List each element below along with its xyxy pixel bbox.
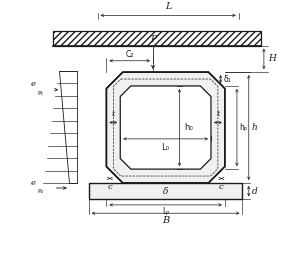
- Text: c: c: [219, 183, 224, 191]
- Polygon shape: [89, 183, 243, 199]
- Text: δ: δ: [163, 187, 168, 196]
- Text: C₂: C₂: [126, 50, 134, 59]
- Text: h: h: [252, 123, 258, 132]
- Text: δ₁: δ₁: [224, 75, 231, 84]
- Text: P₁: P₁: [37, 91, 43, 96]
- Text: P: P: [150, 35, 156, 44]
- Text: hₚ: hₚ: [240, 123, 248, 132]
- Text: h₀: h₀: [184, 123, 193, 132]
- Text: B: B: [162, 216, 169, 225]
- Text: d: d: [252, 187, 258, 196]
- Text: e: e: [31, 179, 36, 187]
- Text: t: t: [216, 110, 220, 118]
- Polygon shape: [106, 72, 225, 183]
- Polygon shape: [120, 86, 211, 169]
- Text: H: H: [268, 54, 275, 63]
- Text: e: e: [31, 80, 36, 88]
- Text: t: t: [112, 110, 115, 118]
- Text: Lₚ: Lₚ: [162, 207, 169, 216]
- Polygon shape: [58, 71, 77, 183]
- Text: L: L: [165, 2, 171, 11]
- Text: L₀: L₀: [162, 143, 170, 152]
- Text: P₂: P₂: [37, 189, 43, 194]
- Polygon shape: [54, 30, 261, 46]
- Text: c: c: [107, 183, 112, 191]
